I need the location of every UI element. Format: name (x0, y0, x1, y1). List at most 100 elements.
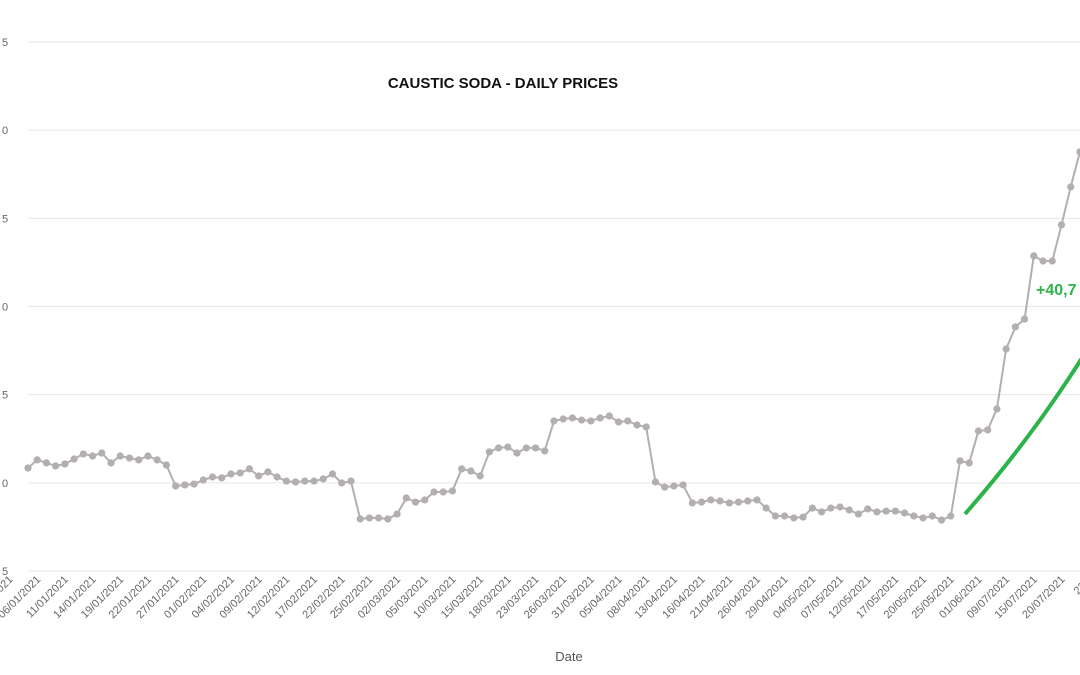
price-point (781, 512, 789, 520)
price-point (70, 455, 78, 463)
y-tick-label: 5 (2, 566, 8, 578)
price-point (98, 449, 106, 457)
price-point (550, 417, 558, 425)
price-point (587, 417, 595, 425)
price-point (328, 470, 337, 478)
price-point (993, 405, 1001, 413)
price-point (107, 459, 115, 467)
price-point (181, 481, 189, 489)
price-point (568, 414, 577, 422)
price-point (882, 507, 890, 515)
y-tick-label: 5 (2, 390, 8, 402)
price-point (651, 478, 660, 486)
price-point (661, 483, 669, 491)
price-point (144, 452, 152, 460)
price-point (393, 510, 401, 518)
price-point (596, 414, 604, 422)
price-point (282, 477, 290, 485)
trend-arrow (963, 357, 1080, 516)
annotation: +40,7 (1036, 282, 1077, 299)
price-point (854, 510, 863, 518)
price-point (208, 473, 217, 481)
price-point (1057, 221, 1066, 229)
price-point (679, 481, 687, 489)
price-point (771, 512, 780, 520)
price-point (605, 412, 613, 420)
price-point (707, 496, 715, 504)
plot: 50505051/202106/01/202111/01/202114/01/2… (0, 37, 1080, 621)
price-point (836, 503, 844, 511)
price-point (808, 504, 816, 512)
price-point (799, 513, 807, 521)
price-line (27, 151, 1080, 522)
price-point (974, 427, 983, 435)
price-point (347, 477, 355, 485)
price-point (541, 447, 549, 455)
price-point (319, 475, 327, 483)
price-point (670, 482, 678, 490)
price-point (79, 450, 87, 458)
price-point (947, 512, 955, 520)
price-point (365, 514, 373, 522)
price-point (688, 499, 696, 507)
price-point (375, 514, 383, 522)
price-point (218, 474, 226, 482)
price-point (162, 461, 170, 469)
price-point (116, 452, 124, 460)
price-point (411, 498, 420, 506)
price-point (919, 514, 927, 522)
price-point (864, 505, 872, 513)
price-point (255, 472, 263, 480)
price-point (965, 459, 973, 467)
price-point (698, 498, 706, 506)
price-point (61, 460, 69, 468)
price-point (1076, 148, 1080, 156)
price-point (956, 457, 964, 465)
price-point (504, 443, 512, 451)
price-point (910, 512, 918, 520)
price-point (264, 468, 272, 476)
price-point (817, 508, 826, 516)
price-point (485, 448, 493, 456)
price-point (439, 488, 447, 496)
x-tick-label: 23/0 (1072, 574, 1080, 598)
price-point (716, 497, 724, 505)
price-point (1030, 252, 1038, 260)
price-point (458, 465, 466, 473)
price-point (172, 482, 180, 490)
price-point (384, 515, 392, 523)
price-point (624, 417, 632, 425)
price-point (236, 469, 244, 477)
price-point (984, 426, 992, 434)
price-point (24, 464, 32, 472)
price-point (273, 473, 281, 481)
y-tick-label: 0 (2, 302, 8, 314)
price-point (135, 456, 143, 464)
price-point (513, 449, 521, 457)
price-point (402, 494, 410, 502)
price-point (1002, 345, 1010, 353)
price-point (928, 512, 936, 520)
price-point (291, 478, 300, 486)
price-point (310, 477, 318, 485)
price-point (578, 416, 586, 424)
price-point (476, 472, 484, 480)
price-point (125, 454, 134, 462)
price-point (494, 444, 503, 452)
price-point (33, 456, 41, 464)
price-point (52, 462, 60, 470)
price-point (901, 509, 909, 517)
price-point (937, 516, 946, 524)
price-point (614, 418, 623, 426)
price-point (845, 506, 853, 514)
price-point (642, 423, 650, 431)
y-tick-label: 0 (2, 125, 8, 137)
price-point (762, 504, 770, 512)
price-point (531, 444, 540, 452)
price-point (734, 498, 743, 506)
price-point (725, 499, 733, 507)
price-point (448, 487, 457, 495)
price-point (338, 479, 346, 487)
price-point (559, 415, 567, 423)
price-point (42, 459, 51, 467)
